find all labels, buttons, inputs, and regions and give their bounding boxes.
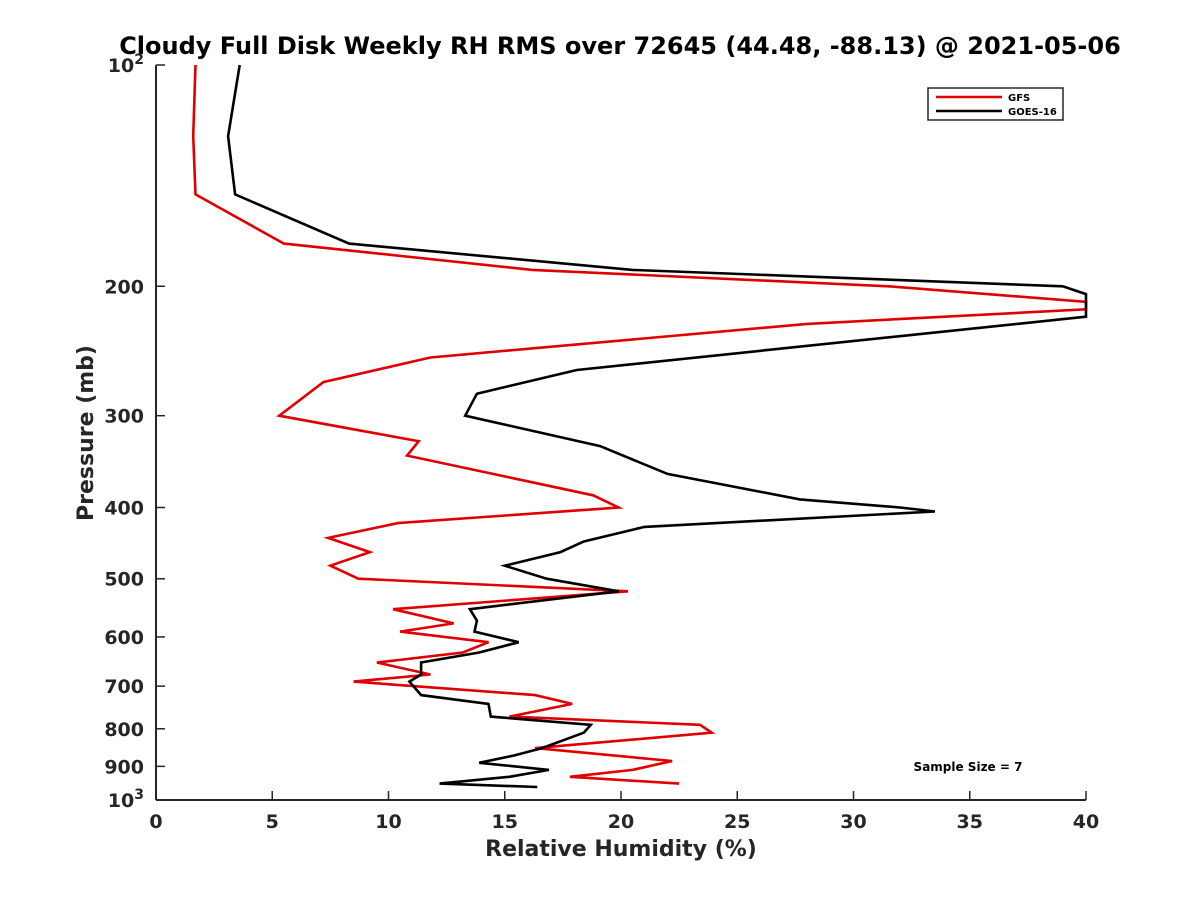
legend-label-gfs: GFS bbox=[1008, 93, 1030, 104]
y-tick-label: 102 bbox=[108, 52, 144, 77]
y-tick-label: 900 bbox=[104, 756, 144, 778]
x-tick-label: 15 bbox=[492, 811, 518, 833]
y-axis-label: Pressure (mb) bbox=[74, 345, 99, 521]
series-layer bbox=[191, 64, 1088, 789]
x-tick-label: 20 bbox=[608, 811, 634, 833]
x-tick-label: 35 bbox=[957, 811, 983, 833]
x-tick-label: 10 bbox=[375, 811, 401, 833]
y-tick-label: 500 bbox=[104, 569, 144, 591]
y-tick-label: 103 bbox=[108, 787, 144, 812]
legend: GFS GOES-16 bbox=[927, 87, 1064, 121]
legend-label-goes16: GOES-16 bbox=[1008, 107, 1057, 118]
x-axis-ticks: 0 5 10 15 20 25 30 35 40 bbox=[149, 791, 1099, 833]
x-tick-label: 0 bbox=[149, 811, 162, 833]
chart-title: Cloudy Full Disk Weekly RH RMS over 7264… bbox=[119, 32, 1121, 60]
y-axis-ticks: 102 200 300 400 500 600 700 800 900 103 bbox=[104, 52, 165, 812]
legend-box bbox=[927, 87, 1064, 121]
plot-area bbox=[156, 65, 1086, 800]
x-tick-label: 30 bbox=[840, 811, 866, 833]
x-tick-label: 5 bbox=[266, 811, 279, 833]
y-tick-label: 200 bbox=[104, 276, 144, 298]
x-tick-label: 40 bbox=[1073, 811, 1099, 833]
y-tick-label: 600 bbox=[104, 627, 144, 649]
series-line-goes16 bbox=[226, 64, 1088, 789]
y-tick-label: 800 bbox=[104, 719, 144, 741]
y-tick-label: 400 bbox=[104, 498, 144, 520]
y-tick-label: 700 bbox=[104, 676, 144, 698]
x-tick-label: 25 bbox=[724, 811, 750, 833]
sample-size-annotation: Sample Size = 7 bbox=[914, 760, 1023, 774]
y-tick-label: 300 bbox=[104, 406, 144, 428]
x-axis-label: Relative Humidity (%) bbox=[485, 837, 757, 862]
